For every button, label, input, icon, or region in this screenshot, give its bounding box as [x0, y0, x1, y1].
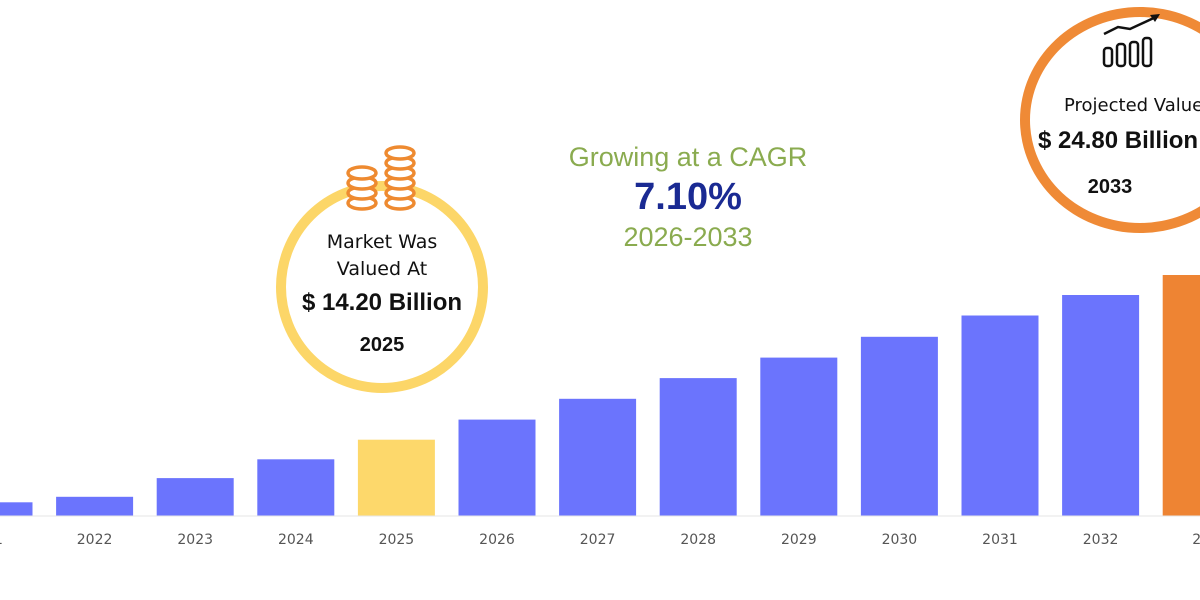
- end-badge-year: 2033: [1087, 176, 1133, 198]
- start-value-badge: Market Was Valued At $ 14.20 Billion 202…: [276, 181, 488, 393]
- start-badge-year: 2025: [359, 334, 405, 356]
- cagr-period: 2026-2033: [623, 222, 753, 252]
- bar-2025: [357, 439, 435, 516]
- x-tick-2029: 2029: [781, 532, 817, 548]
- start-badge-label-line1: Market Was: [326, 231, 438, 253]
- bar-2031: [961, 315, 1039, 516]
- start-badge-value: $ 14.20 Billion: [301, 289, 463, 316]
- bar-2029: [760, 357, 838, 516]
- x-tick-2023: 2023: [177, 532, 213, 548]
- x-tick-20: 20: [1192, 532, 1200, 548]
- x-tick-21: 21: [0, 532, 3, 548]
- coin-stack-icon: [346, 145, 416, 211]
- bar-2024: [257, 459, 335, 516]
- cagr-label: Growing at a CAGR: [568, 142, 808, 172]
- x-tick-2032: 2032: [1083, 532, 1119, 548]
- x-tick-2031: 2031: [982, 532, 1018, 548]
- end-badge-value: $ 24.80 Billion: [1038, 127, 1199, 154]
- bar-2022: [56, 496, 134, 516]
- bar-20: [1162, 275, 1200, 516]
- x-tick-2026: 2026: [479, 532, 515, 548]
- bar-2030: [860, 336, 938, 516]
- growth-chart-icon: [1102, 14, 1160, 68]
- end-badge-label: Projected Value: [1064, 95, 1200, 116]
- end-value-badge: Projected Value $ 24.80 Billion 2033: [1020, 7, 1200, 233]
- cagr-value: 7.10%: [634, 176, 742, 218]
- cagr-callout: Growing at a CAGR 7.10% 2026-2033: [488, 140, 888, 254]
- x-tick-2030: 2030: [882, 532, 918, 548]
- bar-2032: [1062, 295, 1140, 516]
- bar-2026: [458, 419, 536, 516]
- x-tick-2027: 2027: [580, 532, 616, 548]
- x-tick-2022: 2022: [77, 532, 113, 548]
- x-tick-2025: 2025: [379, 532, 415, 548]
- bar-21: [0, 502, 33, 516]
- bar-2028: [659, 378, 737, 516]
- bar-2023: [156, 478, 234, 516]
- bar-2027: [559, 398, 637, 516]
- start-badge-label-line2: Valued At: [336, 258, 428, 280]
- x-tick-2024: 2024: [278, 532, 314, 548]
- x-tick-2028: 2028: [680, 532, 716, 548]
